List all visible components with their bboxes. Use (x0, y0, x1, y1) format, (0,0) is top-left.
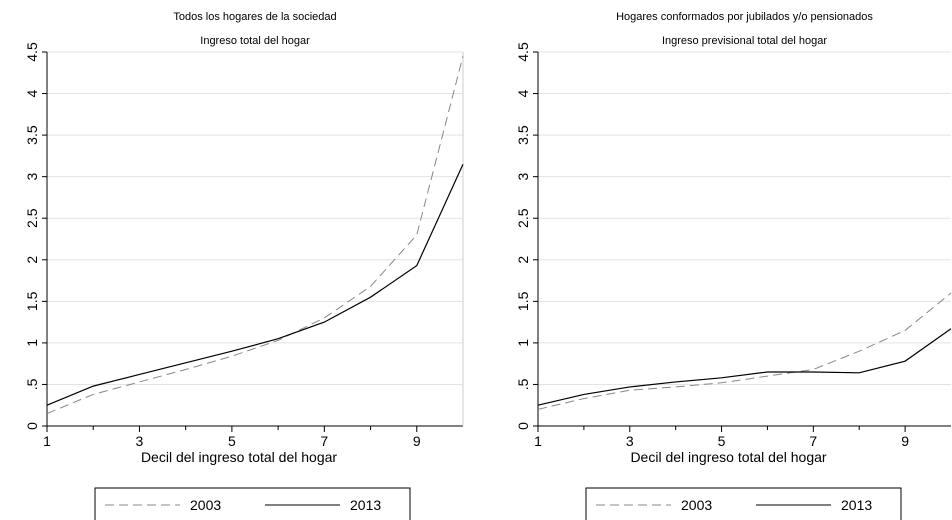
y-tick-label: 0 (515, 422, 531, 430)
x-tick-label: 7 (320, 433, 328, 449)
chart-title: Hogares conformados por jubilados y/o pe… (616, 11, 873, 23)
y-tick-label: 3.5 (515, 125, 531, 145)
legend-label: 2003 (681, 497, 712, 513)
x-axis-label: Decil del ingreso total del hogar (141, 449, 337, 465)
legend-label: 2013 (350, 497, 381, 513)
x-tick-label: 3 (626, 433, 634, 449)
y-tick-label: .5 (24, 378, 40, 390)
x-tick-label: 9 (413, 433, 421, 449)
line (537, 292, 952, 410)
y-tick-label: 2 (24, 256, 40, 264)
y-tick-label: 3.5 (24, 125, 40, 145)
y-tick-label: 1.5 (515, 291, 531, 311)
x-tick-label: 7 (809, 433, 817, 449)
x-tick-label: 5 (718, 433, 726, 449)
y-tick-label: 4.5 (515, 42, 531, 62)
y-tick-label: 1 (515, 339, 531, 347)
y-tick-label: 1.5 (24, 291, 40, 311)
line (537, 328, 952, 406)
x-tick-label: 3 (136, 433, 144, 449)
chart-subtitle: Ingreso previsional total del hogar (662, 35, 827, 47)
legend-label: 2003 (190, 497, 221, 513)
line (46, 163, 464, 406)
y-tick-label: .5 (515, 378, 531, 390)
x-tick-label: 5 (228, 433, 236, 449)
y-tick-label: 4.5 (24, 42, 40, 62)
y-tick-label: 3 (24, 173, 40, 181)
legend-box (585, 487, 902, 520)
line (46, 56, 464, 414)
y-tick-label: 3 (515, 173, 531, 181)
y-tick-label: 4 (24, 89, 40, 97)
chart-subtitle: Ingreso total del hogar (200, 35, 310, 47)
x-tick-label: 9 (901, 433, 909, 449)
chart-title: Todos los hogares de la sociedad (173, 11, 336, 23)
legend-label: 2013 (841, 497, 872, 513)
y-tick-label: 2.5 (515, 208, 531, 228)
y-tick-label: 0 (24, 422, 40, 430)
y-tick-label: 4 (515, 89, 531, 97)
legend-box (94, 487, 411, 520)
y-tick-label: 1 (24, 339, 40, 347)
x-tick-label: 1 (534, 433, 542, 449)
y-tick-label: 2 (515, 256, 531, 264)
x-tick-label: 1 (43, 433, 51, 449)
x-axis-label: Decil del ingreso total del hogar (630, 449, 826, 465)
y-tick-label: 2.5 (24, 208, 40, 228)
